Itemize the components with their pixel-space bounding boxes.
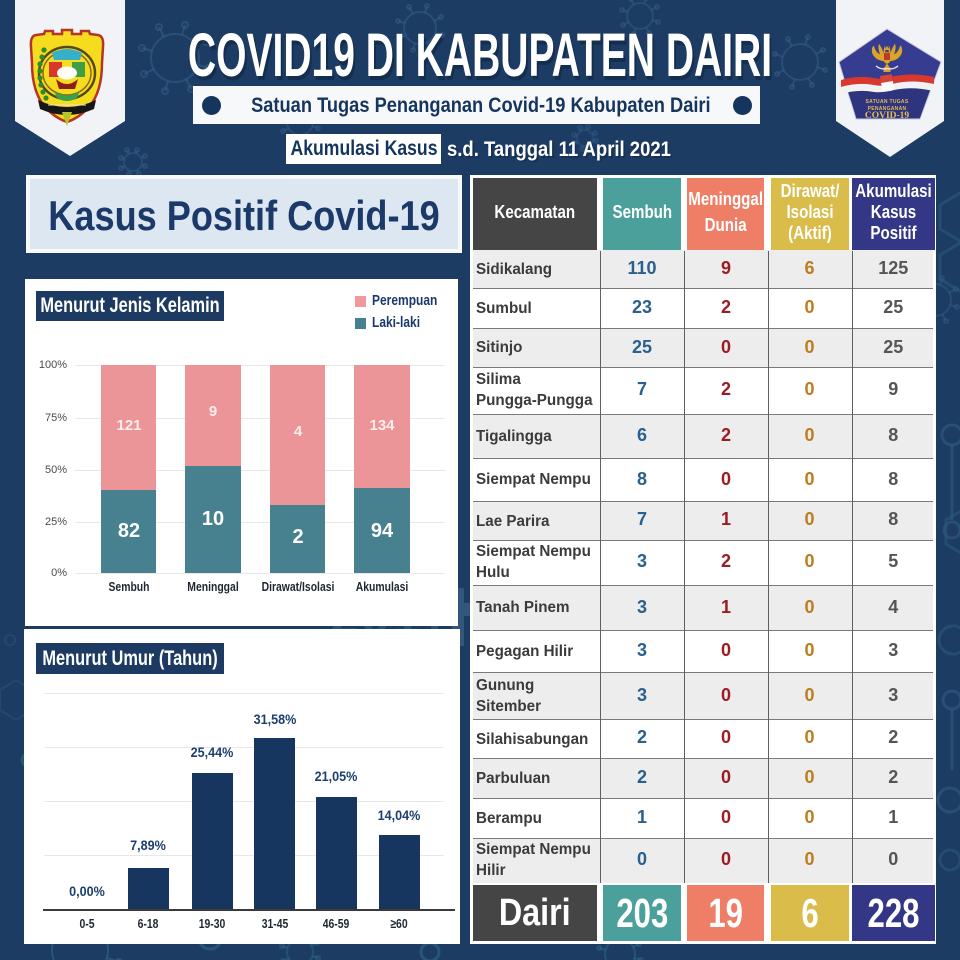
svg-text:SATUAN TUGAS: SATUAN TUGAS bbox=[866, 99, 909, 105]
svg-text:COVID-19: COVID-19 bbox=[865, 111, 910, 121]
svg-text:PENANGANAN: PENANGANAN bbox=[868, 106, 907, 112]
